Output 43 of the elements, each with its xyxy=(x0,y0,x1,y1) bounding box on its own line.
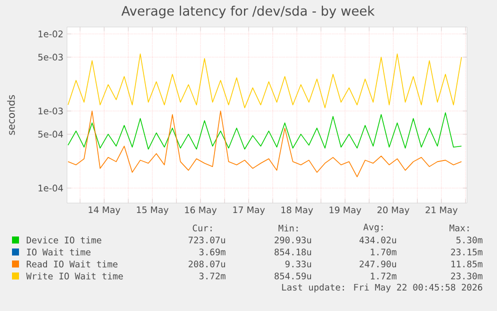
legend-label: Write IO Wait time xyxy=(26,272,123,280)
y-tick-label: 1e-03 xyxy=(38,108,63,114)
x-tick-label: 14 May xyxy=(88,206,120,215)
text: 290.93u xyxy=(274,236,312,244)
text: 3.72m xyxy=(199,272,226,280)
y-tick-label: 1e-04 xyxy=(38,184,63,192)
x-tick-label: 18 May xyxy=(281,206,313,216)
x-tick-label: 19 May xyxy=(330,206,362,216)
line-series xyxy=(68,112,462,150)
legend-label: Read IO Wait time xyxy=(26,260,118,268)
x-tick-label: 20 May xyxy=(377,206,410,216)
text: 854.18u xyxy=(274,248,312,256)
text: Cur: xyxy=(192,224,212,232)
y-tick-label: 1e-02 xyxy=(38,30,63,38)
line-series xyxy=(68,54,462,108)
text: 854.59u xyxy=(274,272,312,280)
text: Avg: xyxy=(363,224,383,232)
legend-label: Device IO time xyxy=(26,236,102,244)
x-tick-label: 15 May xyxy=(136,206,168,215)
text: 1.72m xyxy=(370,272,396,280)
text: 23.15m xyxy=(451,248,482,256)
text: 434.02u xyxy=(359,236,396,244)
text: 723.07u xyxy=(188,236,226,244)
legend-label: IO Wait time xyxy=(27,248,90,256)
line-series xyxy=(68,110,462,178)
y-tick-label: 5e-04 xyxy=(38,130,63,138)
y-tick-label: 5e-03 xyxy=(38,54,63,61)
text: 1.70m xyxy=(370,248,396,256)
text: 3.69m xyxy=(199,248,226,256)
x-tick-label: 21 May xyxy=(426,206,458,216)
text: 9.33u xyxy=(285,260,312,268)
text: 208.07u xyxy=(188,260,226,268)
y-axis-title: seconds xyxy=(7,95,15,135)
text: 11.85m xyxy=(451,260,482,268)
text: 247.90u xyxy=(360,260,396,268)
text: 23.30m xyxy=(451,272,482,280)
text: 5.30m xyxy=(456,236,482,244)
text: Min: xyxy=(278,224,298,232)
chart-title: Average latency for /dev/sda - by week xyxy=(121,6,375,18)
x-tick-label: 17 May xyxy=(233,206,265,215)
x-tick-label: 16 May xyxy=(185,206,217,216)
text: Last update: Fri May 22 00:45:58 2026 xyxy=(282,284,482,292)
text: Max: xyxy=(450,224,469,232)
